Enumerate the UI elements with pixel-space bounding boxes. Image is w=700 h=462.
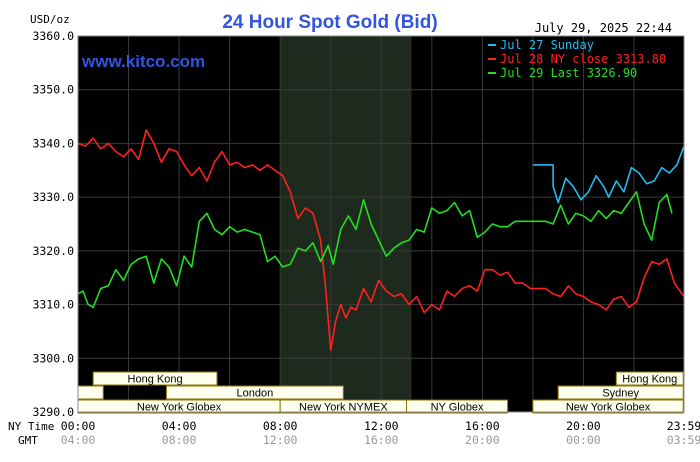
session-bar bbox=[406, 399, 509, 414]
trading-session-bars: Hong Kong Hong Kong London Sydney New York G… bbox=[77, 371, 684, 414]
x-tick-label-gmt: 08:00 bbox=[162, 433, 197, 447]
session-label: NY Globex bbox=[431, 402, 484, 414]
x-tick-label-ny: 16:00 bbox=[465, 419, 500, 433]
y-tick-label: 3290.0 bbox=[32, 405, 74, 419]
legend-label-jul27: Jul 27 Sunday bbox=[500, 38, 594, 52]
x-tick-label-ny: 04:00 bbox=[162, 419, 197, 433]
x-axis-ticks: 00:00 04:00 08:00 12:00 16:00 20:00 23:5904:00… bbox=[61, 419, 700, 447]
session-label: New York Globex bbox=[137, 402, 222, 414]
chart-legend: Jul 27 Sunday Jul 28 NY close 3313.80 Ju… bbox=[488, 38, 666, 80]
legend-item: Jul 29 Last 3326.90 bbox=[488, 66, 637, 80]
nymex-shaded-region bbox=[280, 36, 412, 412]
session-label: London bbox=[237, 388, 274, 400]
session-bar bbox=[557, 385, 684, 400]
y-tick-label: 3320.0 bbox=[32, 244, 74, 258]
chart-datetime: July 29, 2025 22:44 bbox=[535, 21, 672, 35]
session-label: Hong Kong bbox=[128, 374, 183, 386]
session-bar bbox=[92, 371, 218, 386]
series-line-1 bbox=[77, 129, 685, 352]
x-tick-label-gmt: 20:00 bbox=[465, 433, 500, 447]
series-line-0 bbox=[532, 145, 685, 204]
x-tick-label-gmt: 16:00 bbox=[364, 433, 399, 447]
session-label: Hong Kong bbox=[622, 374, 677, 386]
price-series bbox=[77, 129, 685, 352]
x-tick-label-gmt: 00:00 bbox=[566, 433, 601, 447]
session-bar bbox=[77, 385, 104, 400]
x-tick-label-ny: 20:00 bbox=[566, 419, 601, 433]
y-tick-label: 3330.0 bbox=[32, 190, 74, 204]
session-label: New York NYMEX bbox=[299, 402, 388, 414]
series-line-2 bbox=[77, 191, 673, 309]
x-tick-label-ny: 08:00 bbox=[263, 419, 298, 433]
x-tick-label-gmt: 04:00 bbox=[61, 433, 96, 447]
gmt-label: GMT bbox=[18, 434, 38, 447]
ny-time-label: NY Time bbox=[8, 420, 54, 433]
session-bar bbox=[615, 371, 684, 386]
x-tick-label-ny: 12:00 bbox=[364, 419, 399, 433]
legend-label-jul29: Jul 29 Last 3326.90 bbox=[500, 66, 637, 80]
y-tick-label: 3340.0 bbox=[32, 136, 74, 150]
x-tick-label-gmt: 03:59 bbox=[667, 433, 700, 447]
session-label: New York Globex bbox=[566, 402, 651, 414]
chart-title: 24 Hour Spot Gold (Bid) bbox=[222, 12, 437, 33]
session-label: Sydney bbox=[602, 388, 639, 400]
legend-label-jul28: Jul 28 NY close 3313.80 bbox=[500, 52, 666, 66]
x-tick-label-ny: 00:00 bbox=[61, 419, 96, 433]
session-bar bbox=[165, 385, 344, 400]
x-tick-label-ny: 23:59 bbox=[667, 419, 700, 433]
y-tick-label: 3310.0 bbox=[32, 298, 74, 312]
y-axis-ticks: 3290.0 3300.0 3310.0 3320.0 3330.0 3340.0 3350… bbox=[32, 29, 74, 419]
x-tick-label-gmt: 12:00 bbox=[263, 433, 298, 447]
legend-item: Jul 28 NY close 3313.80 bbox=[488, 52, 666, 66]
legend-item: Jul 27 Sunday bbox=[488, 38, 594, 52]
y-tick-label: 3300.0 bbox=[32, 351, 74, 365]
session-bar bbox=[532, 399, 684, 414]
y-tick-label: 3360.0 bbox=[32, 29, 74, 43]
plot-frame bbox=[77, 35, 685, 413]
y-axis-unit-label: USD/oz bbox=[30, 13, 70, 26]
y-tick-label: 3350.0 bbox=[32, 83, 74, 97]
watermark-url: www.kitco.com bbox=[81, 52, 205, 71]
